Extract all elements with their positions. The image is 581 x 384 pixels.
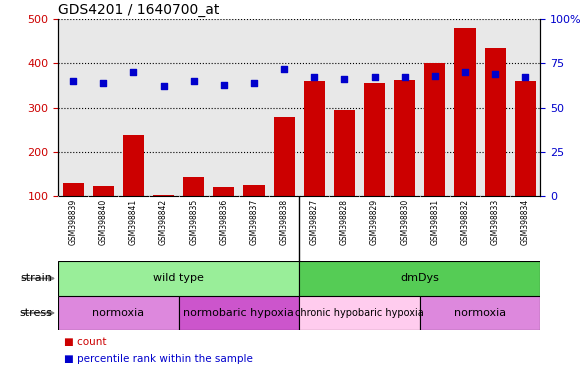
Text: normobaric hypoxia: normobaric hypoxia: [184, 308, 295, 318]
Text: GSM398828: GSM398828: [340, 199, 349, 245]
Point: [99, 80, 108, 86]
Bar: [334, 110, 355, 196]
Text: stress: stress: [19, 308, 52, 318]
Bar: [364, 83, 385, 196]
Point: [129, 69, 138, 75]
Text: GSM398831: GSM398831: [431, 199, 439, 245]
Bar: [394, 80, 415, 196]
Bar: [63, 183, 84, 196]
Bar: [213, 187, 234, 196]
Bar: [153, 195, 174, 196]
Bar: [58, 296, 179, 330]
Text: GSM398837: GSM398837: [249, 199, 259, 245]
Text: chronic hypobaric hypoxia: chronic hypobaric hypoxia: [295, 308, 424, 318]
Point: [310, 74, 319, 81]
Bar: [299, 261, 540, 296]
Text: GDS4201 / 1640700_at: GDS4201 / 1640700_at: [58, 3, 220, 17]
Point: [460, 69, 469, 75]
Point: [279, 66, 289, 72]
Text: wild type: wild type: [153, 273, 204, 283]
Text: dmDys: dmDys: [400, 273, 439, 283]
Point: [219, 81, 228, 88]
Bar: [123, 135, 144, 196]
Text: GSM398827: GSM398827: [310, 199, 319, 245]
Point: [490, 71, 500, 77]
Point: [521, 74, 530, 81]
Bar: [304, 81, 325, 196]
Point: [370, 74, 379, 81]
Bar: [58, 261, 299, 296]
Bar: [454, 28, 475, 196]
Bar: [424, 63, 446, 196]
Bar: [93, 186, 114, 196]
Text: strain: strain: [20, 273, 52, 283]
Bar: [420, 296, 540, 330]
Text: GSM398834: GSM398834: [521, 199, 530, 245]
Text: GSM398829: GSM398829: [370, 199, 379, 245]
Point: [340, 76, 349, 82]
Bar: [515, 81, 536, 196]
Text: GSM398839: GSM398839: [69, 199, 78, 245]
Bar: [183, 177, 205, 196]
Text: GSM398838: GSM398838: [279, 199, 289, 245]
Point: [400, 74, 410, 81]
Point: [69, 78, 78, 84]
Text: normoxia: normoxia: [454, 308, 506, 318]
Point: [249, 80, 259, 86]
Text: GSM398840: GSM398840: [99, 199, 108, 245]
Text: GSM398842: GSM398842: [159, 199, 168, 245]
Text: GSM398841: GSM398841: [129, 199, 138, 245]
Point: [159, 83, 168, 89]
Bar: [299, 296, 420, 330]
Bar: [243, 185, 264, 196]
Text: ■ percentile rank within the sample: ■ percentile rank within the sample: [64, 354, 253, 364]
Text: GSM398836: GSM398836: [220, 199, 228, 245]
Point: [430, 73, 439, 79]
Text: normoxia: normoxia: [92, 308, 145, 318]
Text: GSM398833: GSM398833: [490, 199, 500, 245]
Text: GSM398832: GSM398832: [461, 199, 469, 245]
Bar: [274, 117, 295, 196]
Bar: [485, 48, 505, 196]
Bar: [179, 296, 299, 330]
Text: GSM398835: GSM398835: [189, 199, 198, 245]
Text: GSM398830: GSM398830: [400, 199, 409, 245]
Text: ■ count: ■ count: [64, 337, 106, 347]
Point: [189, 78, 198, 84]
